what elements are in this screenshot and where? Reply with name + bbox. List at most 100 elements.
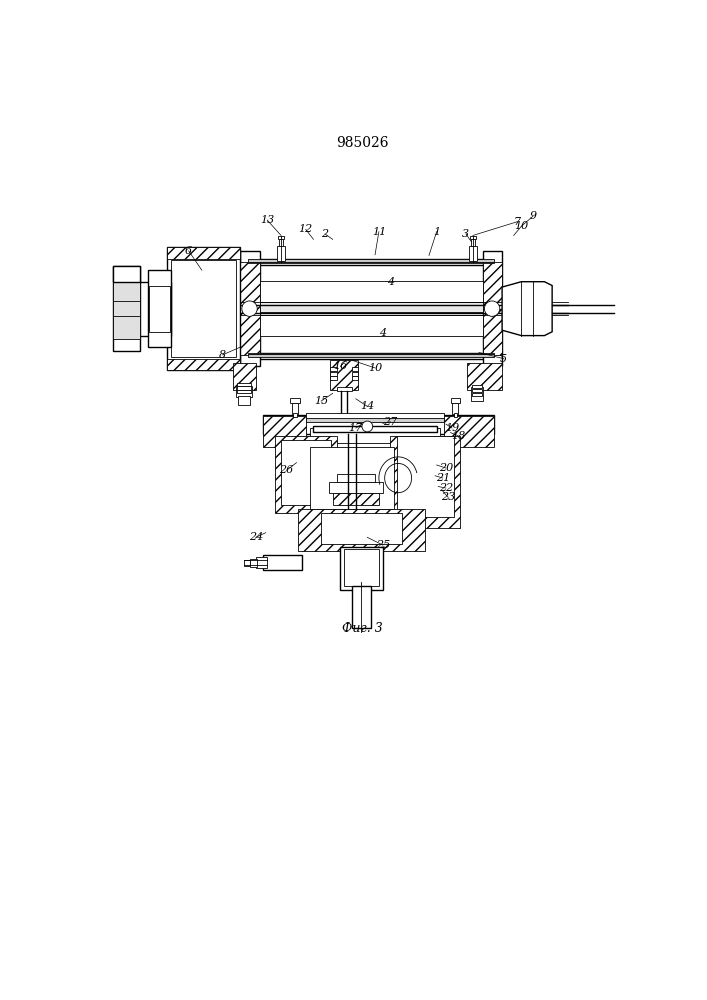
Bar — [236, 386, 252, 397]
Text: 2: 2 — [322, 229, 329, 239]
Bar — [305, 413, 444, 419]
Bar — [278, 235, 284, 239]
Text: 1: 1 — [433, 227, 440, 237]
Bar — [444, 416, 494, 447]
Bar — [233, 363, 256, 389]
Text: 13: 13 — [260, 215, 274, 225]
Bar — [330, 367, 337, 371]
Circle shape — [242, 301, 257, 316]
Bar — [248, 353, 494, 354]
Bar — [305, 418, 444, 422]
Bar — [352, 367, 358, 371]
Bar — [291, 398, 300, 403]
Bar — [167, 359, 240, 370]
Text: 10: 10 — [514, 221, 528, 231]
Bar — [321, 513, 402, 544]
Bar — [250, 559, 257, 567]
Bar — [469, 235, 476, 239]
Bar — [113, 266, 140, 282]
Bar — [397, 436, 455, 517]
Text: 19: 19 — [445, 423, 459, 433]
Bar — [352, 586, 371, 628]
Bar — [259, 302, 483, 312]
Circle shape — [362, 421, 373, 432]
Bar — [471, 239, 475, 246]
Bar — [334, 420, 341, 433]
Bar — [298, 509, 425, 551]
Bar — [171, 260, 236, 357]
Polygon shape — [502, 282, 552, 336]
Text: 27: 27 — [383, 417, 397, 427]
Bar — [310, 428, 440, 443]
Bar — [330, 422, 334, 431]
Text: 25: 25 — [375, 540, 390, 550]
Bar — [238, 383, 251, 386]
Bar — [238, 390, 251, 393]
Bar — [330, 372, 337, 376]
Bar — [275, 436, 337, 513]
Bar — [259, 315, 483, 336]
Text: 14: 14 — [361, 401, 375, 411]
Bar — [264, 415, 494, 434]
Text: 15: 15 — [314, 396, 328, 406]
Bar — [259, 281, 483, 302]
Bar — [167, 247, 240, 259]
Text: 16: 16 — [333, 361, 348, 371]
Text: 21: 21 — [436, 473, 450, 483]
Text: 12: 12 — [298, 224, 313, 234]
Text: 4: 4 — [379, 328, 386, 338]
Bar — [264, 555, 302, 570]
Text: 23: 23 — [441, 492, 455, 502]
Bar — [240, 251, 259, 366]
Bar — [264, 416, 305, 447]
Bar — [330, 360, 358, 389]
Bar — [340, 547, 382, 590]
Bar — [337, 387, 352, 391]
Text: 7: 7 — [514, 217, 521, 227]
Bar — [293, 413, 296, 417]
Text: 10: 10 — [368, 363, 382, 373]
Bar — [472, 387, 483, 401]
Bar — [334, 420, 341, 433]
Bar — [472, 389, 482, 392]
Bar — [148, 286, 170, 332]
Bar — [148, 270, 171, 347]
Text: 11: 11 — [372, 227, 386, 237]
Bar — [390, 436, 460, 528]
Bar — [352, 372, 358, 376]
Bar — [472, 393, 482, 396]
Bar — [454, 413, 457, 417]
Bar — [292, 403, 298, 414]
Bar — [244, 560, 250, 566]
Bar — [333, 493, 379, 505]
Bar — [452, 403, 458, 414]
Bar — [352, 376, 358, 380]
Bar — [240, 262, 259, 355]
Bar — [310, 447, 395, 509]
Text: 3: 3 — [462, 229, 469, 239]
Bar — [469, 246, 477, 261]
Bar — [167, 247, 240, 370]
Bar — [238, 396, 250, 405]
Bar — [330, 376, 337, 380]
Bar — [467, 363, 502, 389]
Text: 17: 17 — [349, 423, 363, 433]
Bar — [279, 239, 284, 246]
Bar — [277, 246, 285, 261]
Bar — [136, 282, 171, 336]
Bar — [281, 440, 331, 505]
Text: 8: 8 — [219, 350, 226, 360]
Bar — [256, 557, 267, 568]
Bar — [248, 354, 494, 357]
Text: 5: 5 — [500, 354, 507, 364]
Bar — [344, 549, 379, 586]
Bar — [329, 482, 382, 493]
Text: 22: 22 — [439, 483, 453, 493]
Text: Фиг. 3: Фиг. 3 — [341, 622, 382, 635]
Bar — [248, 259, 494, 262]
Bar — [244, 259, 498, 265]
Text: 9: 9 — [530, 211, 537, 221]
Bar — [483, 251, 502, 366]
Text: 6: 6 — [185, 246, 192, 256]
Bar — [248, 262, 494, 263]
